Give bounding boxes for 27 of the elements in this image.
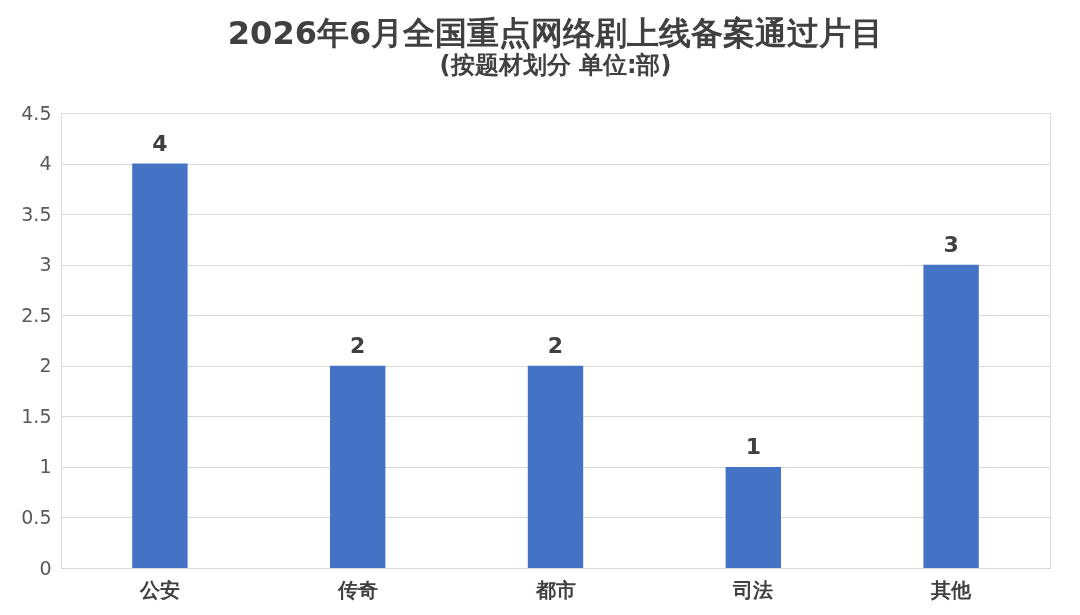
data-label: 2 [547, 332, 564, 358]
bar [330, 365, 386, 568]
y-tick-label: 4.5 [21, 101, 52, 124]
x-tick-label: 都市 [534, 577, 576, 602]
bar [923, 264, 979, 568]
y-tick-label: 1 [39, 455, 52, 478]
x-tick-label: 司法 [732, 577, 774, 602]
bar [527, 365, 584, 568]
y-tick-label: 2.5 [21, 303, 52, 326]
y-tick-label: 0.5 [21, 505, 52, 528]
chart-subtitle: (按题材划分 单位:部) [439, 51, 672, 79]
x-tick-label: 公安 [138, 577, 180, 602]
bar [132, 163, 188, 568]
data-label: 2 [350, 332, 366, 358]
y-tick-label: 3 [39, 253, 52, 276]
data-label: 3 [943, 231, 959, 257]
chart-title: 2026年6月全国重点网络剧上线备案通过片目 [227, 14, 884, 52]
y-tick-label: 2 [39, 354, 52, 377]
x-tick-label: 传奇 [336, 577, 378, 602]
y-tick-label: 0 [39, 556, 52, 579]
bar [725, 466, 781, 568]
x-tick-label: 其他 [930, 577, 973, 602]
y-tick-label: 4 [39, 152, 52, 175]
data-label: 1 [745, 433, 761, 459]
y-tick-label: 3.5 [21, 202, 52, 225]
y-tick-label: 1.5 [21, 404, 52, 427]
data-label: 4 [152, 130, 168, 156]
